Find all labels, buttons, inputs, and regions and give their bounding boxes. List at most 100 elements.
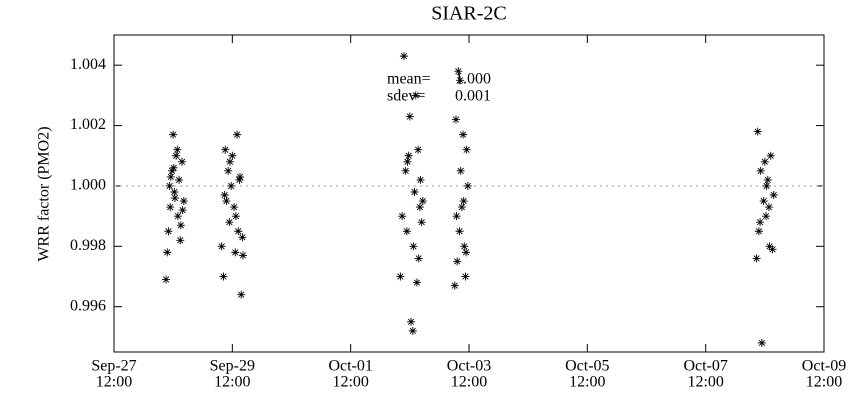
data-point [236, 172, 245, 181]
data-point [176, 221, 185, 230]
data-point [169, 163, 178, 172]
data-point [410, 187, 419, 196]
data-point [165, 181, 174, 190]
data-point [173, 145, 182, 154]
data-point [179, 197, 188, 206]
y-tick-label: 1.002 [70, 116, 106, 133]
data-point [452, 212, 461, 221]
data-point [176, 236, 185, 245]
data-point [412, 278, 421, 287]
data-point [178, 206, 187, 215]
data-point [760, 157, 769, 166]
data-point [456, 166, 465, 175]
x-tick-label: Oct-03 [447, 358, 491, 375]
data-point [416, 175, 425, 184]
y-tick-label: 1.000 [70, 177, 106, 194]
data-point [402, 227, 411, 236]
x-tick-label: Sep-29 [210, 358, 255, 375]
data-point [768, 245, 777, 254]
data-point [401, 166, 410, 175]
data-point [461, 272, 470, 281]
data-point [166, 203, 175, 212]
data-point [457, 203, 466, 212]
data-point [233, 130, 242, 139]
data-point [460, 242, 469, 251]
data-point [752, 254, 761, 263]
data-point [765, 242, 774, 251]
data-point [238, 233, 247, 242]
data-point [219, 272, 228, 281]
data-point [170, 194, 179, 203]
data-point [169, 130, 178, 139]
x-tick-label: Oct-05 [565, 358, 609, 375]
x-tick-label: 12:00 [687, 374, 723, 391]
data-point [411, 91, 420, 100]
data-point [228, 151, 237, 160]
data-point [163, 248, 172, 257]
x-tick-label: 12:00 [451, 374, 487, 391]
data-point [234, 227, 243, 236]
x-tick-label: Sep-27 [91, 358, 136, 375]
data-point [237, 290, 246, 299]
y-tick-label: 1.004 [70, 56, 106, 73]
annotation-value: 0.001 [455, 88, 491, 105]
data-point [231, 212, 240, 221]
data-point [238, 251, 247, 260]
data-point [451, 115, 460, 124]
data-point [235, 175, 244, 184]
data-point [763, 175, 772, 184]
data-point [399, 52, 408, 61]
data-point [408, 326, 417, 335]
y-axis-label: WRR factor (PMO2) [36, 126, 53, 261]
data-point [762, 181, 771, 190]
data-point [417, 218, 426, 227]
data-point [230, 203, 239, 212]
x-tick-label: Oct-01 [328, 358, 372, 375]
data-point [217, 242, 226, 251]
y-tick-label: 0.998 [70, 237, 106, 254]
annotation-label: mean= [387, 71, 431, 88]
data-point [220, 191, 229, 200]
data-point [756, 166, 765, 175]
x-tick-label: 12:00 [569, 374, 605, 391]
data-point [459, 197, 468, 206]
data-point [166, 172, 175, 181]
data-point [414, 145, 423, 154]
data-point [415, 203, 424, 212]
data-point [456, 76, 465, 85]
data-point [178, 157, 187, 166]
data-point [766, 151, 775, 160]
x-tick-label: Oct-07 [683, 358, 727, 375]
data-point [764, 203, 773, 212]
data-point [224, 166, 233, 175]
data-point [409, 242, 418, 251]
data-point [459, 130, 468, 139]
data-point [453, 257, 462, 266]
data-point [173, 212, 182, 221]
data-point [167, 166, 176, 175]
data-point [769, 191, 778, 200]
data-point [759, 197, 768, 206]
data-point [170, 187, 179, 196]
x-tick-label: Oct-09 [802, 358, 846, 375]
x-tick-label: 12:00 [806, 374, 842, 391]
data-point [225, 218, 234, 227]
data-point [172, 151, 181, 160]
data-point [754, 227, 763, 236]
x-tick-label: 12:00 [214, 374, 250, 391]
data-point [462, 145, 471, 154]
y-tick-label: 0.996 [70, 297, 106, 314]
data-point [225, 157, 234, 166]
annotation-label: sdev= [387, 88, 425, 105]
data-point [222, 197, 231, 206]
x-tick-label: 12:00 [96, 374, 132, 391]
data-point [398, 212, 407, 221]
data-point [227, 181, 236, 190]
data-point [231, 248, 240, 257]
data-point [463, 181, 472, 190]
data-point [414, 254, 423, 263]
data-point [757, 338, 766, 347]
data-point [753, 127, 762, 136]
data-point [454, 67, 463, 76]
data-point [455, 227, 464, 236]
